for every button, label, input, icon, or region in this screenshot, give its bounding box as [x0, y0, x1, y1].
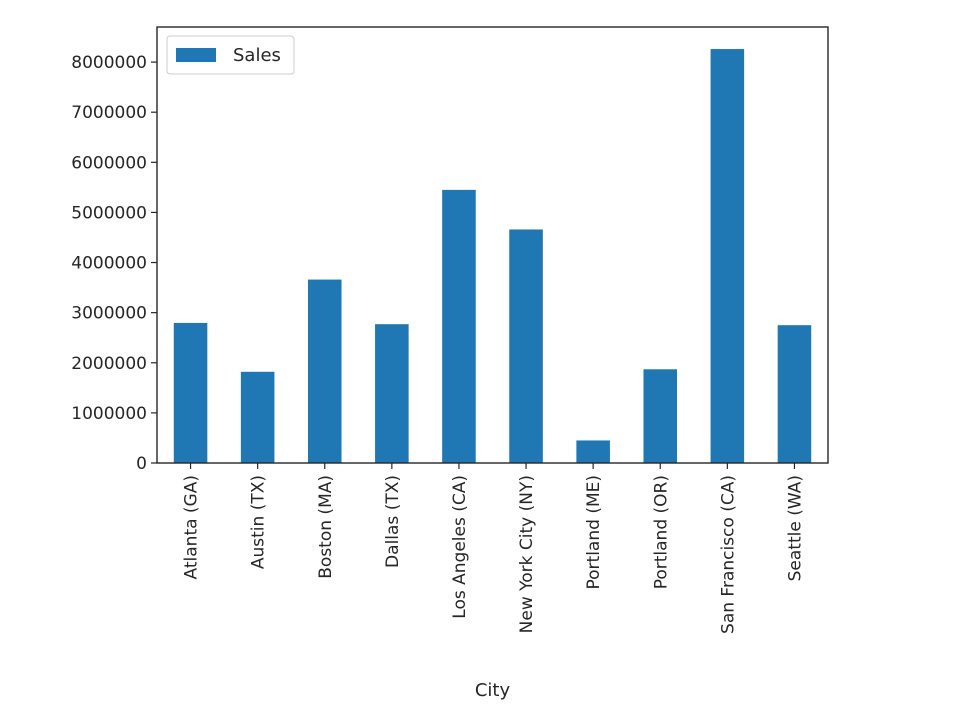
y-tick-label: 1000000: [71, 404, 147, 424]
x-tick-label: New York City (NY): [517, 475, 537, 633]
x-tick-label: Portland (OR): [651, 475, 671, 589]
x-tick-label: Atlanta (GA): [182, 475, 202, 579]
x-axis: Atlanta (GA) Austin (TX) Boston (MA) Dallas…: [182, 463, 805, 634]
bar-1: [240, 371, 275, 463]
bar-4: [442, 189, 476, 463]
x-tick-label: Portland (ME): [584, 475, 604, 589]
y-tick-label: 3000000: [71, 304, 147, 324]
x-tick-label: San Francisco (CA): [718, 475, 738, 634]
y-tick-label: 4000000: [71, 254, 147, 274]
y-tick-label: 0: [136, 454, 147, 474]
bars-layer: [173, 49, 812, 464]
bar-2: [307, 279, 342, 463]
x-tick-label: Boston (MA): [316, 475, 336, 579]
plot-frame: [156, 26, 829, 464]
y-tick-label: 7000000: [71, 103, 147, 123]
y-tick-label: 5000000: [71, 203, 147, 223]
bar-6: [576, 440, 610, 463]
y-tick-label: 2000000: [71, 354, 147, 374]
bar-9: [777, 325, 812, 463]
legend: Sales: [166, 35, 295, 75]
x-tick-label: Austin (TX): [249, 475, 269, 569]
bar-3: [375, 324, 409, 463]
x-tick-label: Dallas (TX): [383, 475, 403, 568]
bar-5: [509, 229, 543, 463]
y-tick-label: 8000000: [71, 53, 147, 73]
y-axis: 0 1000000 2000000 3000000 4000000 5000000 6000…: [71, 53, 157, 474]
bar-0: [173, 322, 208, 463]
legend-swatch-sales: [176, 48, 216, 62]
legend-box: [166, 35, 295, 75]
y-tick-label: 6000000: [71, 153, 147, 173]
x-tick-label: Los Angeles (CA): [450, 475, 470, 619]
bar-8: [710, 49, 745, 464]
bar-7: [643, 369, 678, 463]
x-axis-label: City: [475, 680, 511, 701]
x-tick-label: Seattle (WA): [785, 475, 805, 581]
legend-label-sales: Sales: [233, 45, 281, 66]
